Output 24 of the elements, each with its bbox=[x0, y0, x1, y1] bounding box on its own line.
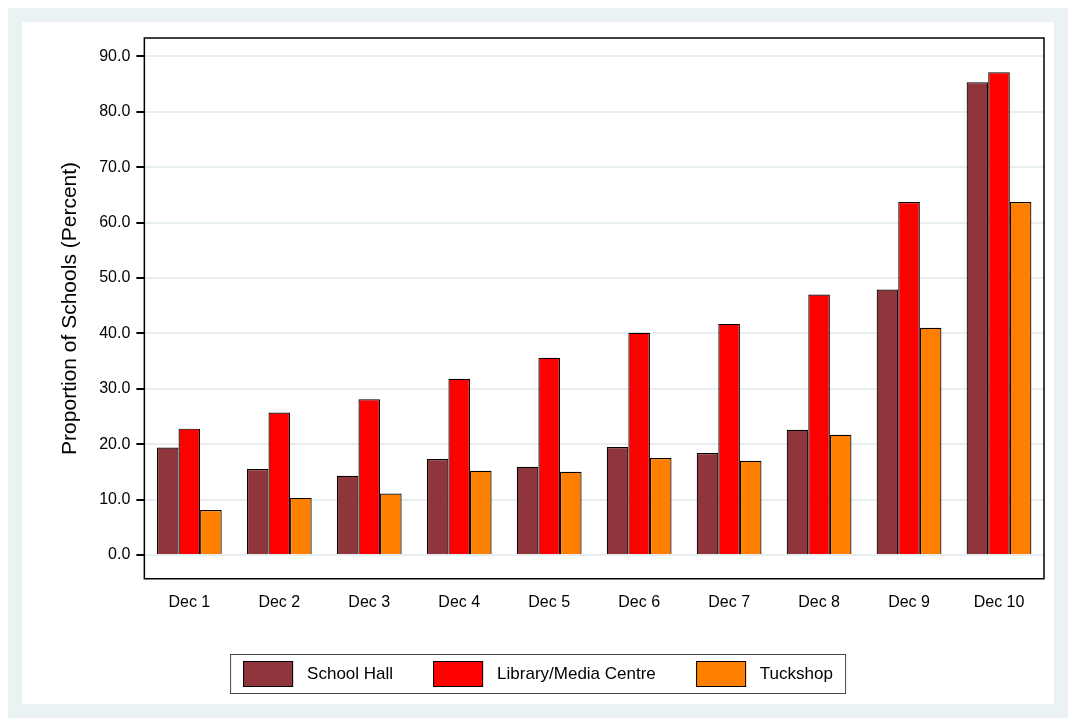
y-tick-label: 0.0 bbox=[108, 545, 131, 563]
x-tick-label: Dec 5 bbox=[528, 592, 571, 610]
x-tick-label: Dec 3 bbox=[348, 592, 391, 610]
x-tick-label: Dec 10 bbox=[973, 592, 1025, 610]
y-tick-label: 20.0 bbox=[99, 434, 131, 452]
y-tick-label: 70.0 bbox=[99, 157, 131, 175]
y-tick-label: 10.0 bbox=[99, 489, 131, 507]
y-tick-label: 60.0 bbox=[99, 212, 131, 230]
x-tick-label: Dec 9 bbox=[888, 592, 931, 610]
legend-label: Tuckshop bbox=[759, 664, 833, 684]
legend-label: School Hall bbox=[307, 664, 394, 684]
y-tick-label: 90.0 bbox=[99, 46, 131, 64]
x-tick-label: Dec 4 bbox=[438, 592, 481, 610]
y-tick-label: 30.0 bbox=[99, 379, 131, 397]
y-tick-label: 80.0 bbox=[99, 102, 131, 120]
x-tick-label: Dec 1 bbox=[168, 592, 211, 610]
x-tick-label: Dec 7 bbox=[708, 592, 751, 610]
y-tick-label: 40.0 bbox=[99, 323, 131, 341]
x-tick-label: Dec 6 bbox=[618, 592, 661, 610]
x-tick-label: Dec 8 bbox=[798, 592, 841, 610]
legend-label: Library/Media Centre bbox=[497, 664, 656, 684]
y-tick-label: 50.0 bbox=[99, 268, 131, 286]
x-tick-label: Dec 2 bbox=[258, 592, 301, 610]
y-axis-title: Proportion of Schools (Percent) bbox=[57, 161, 81, 455]
